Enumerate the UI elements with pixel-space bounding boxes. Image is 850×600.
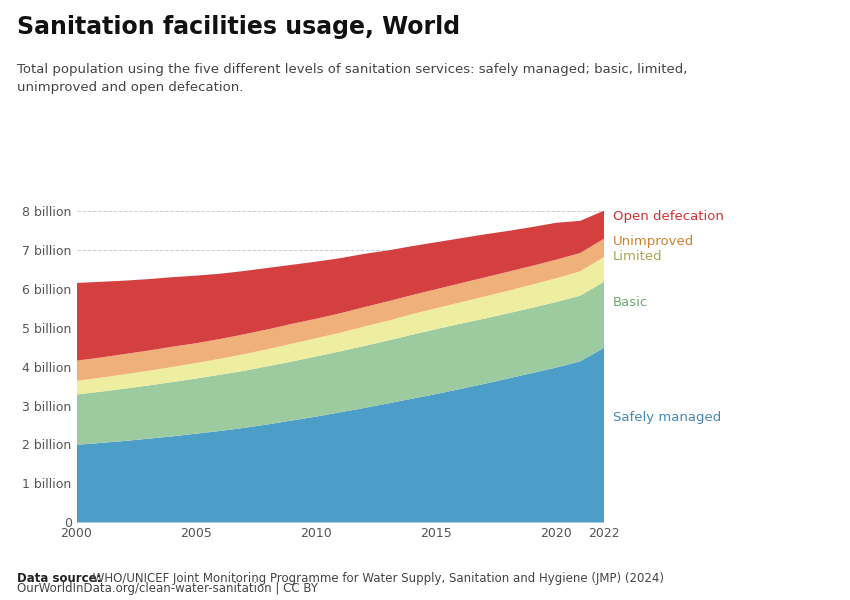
Text: Our World: Our World (729, 25, 796, 38)
Text: Open defecation: Open defecation (613, 210, 724, 223)
Text: OurWorldInData.org/clean-water-sanitation | CC BY: OurWorldInData.org/clean-water-sanitatio… (17, 582, 318, 595)
Text: Unimproved: Unimproved (613, 235, 694, 248)
Text: Sanitation facilities usage, World: Sanitation facilities usage, World (17, 15, 460, 39)
Text: Limited: Limited (613, 250, 663, 263)
Text: Basic: Basic (613, 296, 649, 309)
Text: Total population using the five different levels of sanitation services: safely : Total population using the five differen… (17, 63, 688, 94)
Text: in Data: in Data (739, 48, 787, 61)
Text: Data source:: Data source: (17, 572, 101, 585)
Text: Safely managed: Safely managed (613, 410, 722, 424)
Text: WHO/UNICEF Joint Monitoring Programme for Water Supply, Sanitation and Hygiene (: WHO/UNICEF Joint Monitoring Programme fo… (89, 572, 664, 585)
